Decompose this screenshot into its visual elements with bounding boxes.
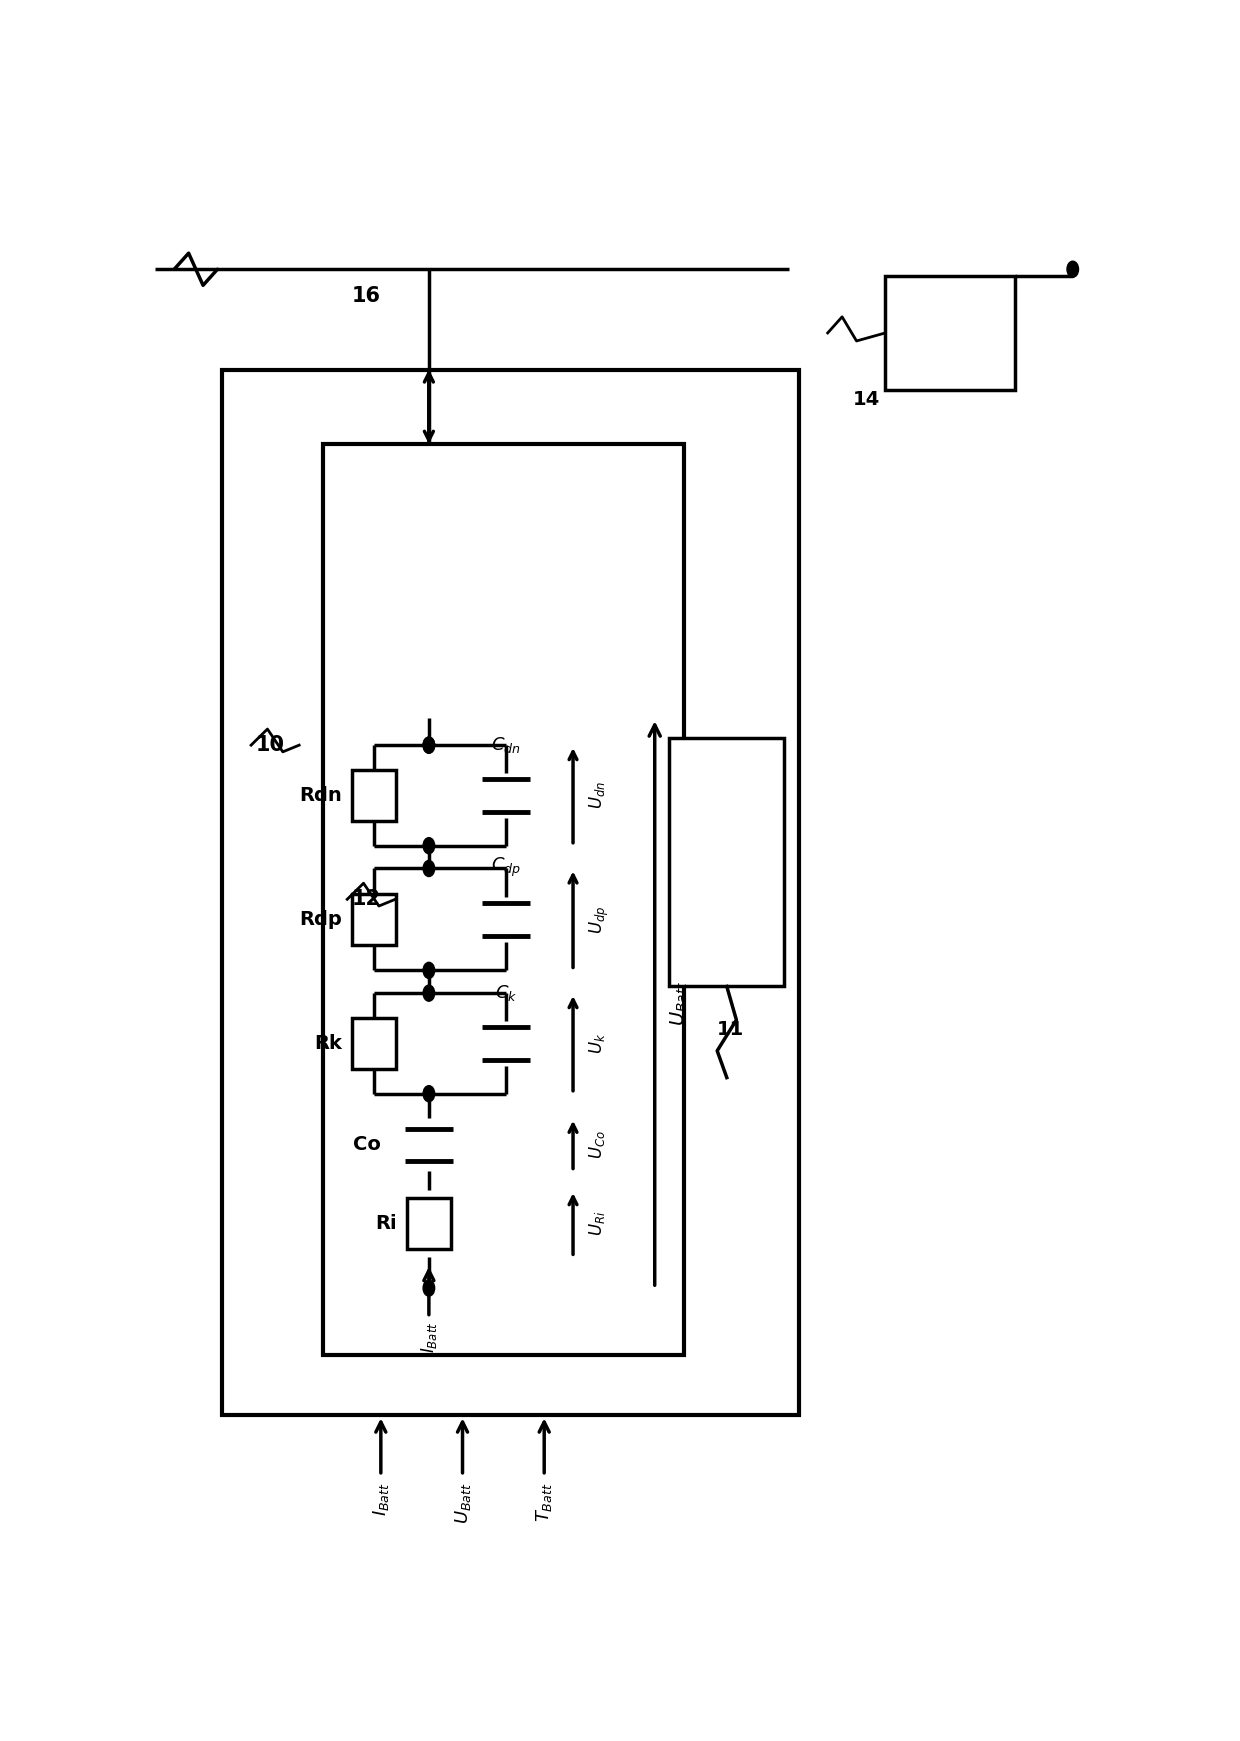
Circle shape <box>423 1280 435 1295</box>
Text: $C_k$: $C_k$ <box>495 984 517 1003</box>
Circle shape <box>423 837 435 853</box>
Text: $C_{dn}$: $C_{dn}$ <box>491 735 521 756</box>
Text: 11: 11 <box>717 1020 744 1039</box>
Circle shape <box>423 963 435 978</box>
Bar <box>352 770 397 822</box>
Circle shape <box>423 1086 435 1102</box>
Text: Rk: Rk <box>315 1034 342 1053</box>
Bar <box>352 1018 397 1069</box>
Circle shape <box>423 736 435 754</box>
Text: $U_k$: $U_k$ <box>588 1032 608 1053</box>
Text: 10: 10 <box>255 735 285 756</box>
Bar <box>670 738 785 987</box>
Text: $U_{dn}$: $U_{dn}$ <box>588 782 608 810</box>
Text: $U_{Batt}$: $U_{Batt}$ <box>670 980 691 1025</box>
Text: $U_{Ri}$: $U_{Ri}$ <box>588 1212 608 1236</box>
Text: $I_{Batt}$: $I_{Batt}$ <box>371 1483 391 1516</box>
Text: Rdp: Rdp <box>300 911 342 930</box>
Text: Co: Co <box>353 1135 381 1154</box>
Circle shape <box>423 860 435 876</box>
Text: $U_{dp}$: $U_{dp}$ <box>588 905 610 933</box>
Bar <box>407 1198 451 1250</box>
Bar <box>324 444 683 1354</box>
Text: $U_{Batt}$: $U_{Batt}$ <box>453 1483 472 1525</box>
Circle shape <box>423 985 435 1001</box>
Bar <box>352 893 397 945</box>
Text: $T_{Batt}$: $T_{Batt}$ <box>534 1483 554 1522</box>
Text: 16: 16 <box>352 286 381 306</box>
Text: 12: 12 <box>352 890 381 909</box>
Text: 14: 14 <box>853 390 880 409</box>
Text: Rdn: Rdn <box>300 785 342 804</box>
Circle shape <box>423 736 435 754</box>
Bar <box>885 277 1016 390</box>
Text: $I_{Batt}$: $I_{Batt}$ <box>419 1321 439 1353</box>
Bar <box>222 369 799 1415</box>
Circle shape <box>1066 261 1079 277</box>
Text: $C_{dp}$: $C_{dp}$ <box>491 857 521 879</box>
Text: Ri: Ri <box>376 1213 397 1233</box>
Text: $U_{Co}$: $U_{Co}$ <box>588 1130 608 1160</box>
